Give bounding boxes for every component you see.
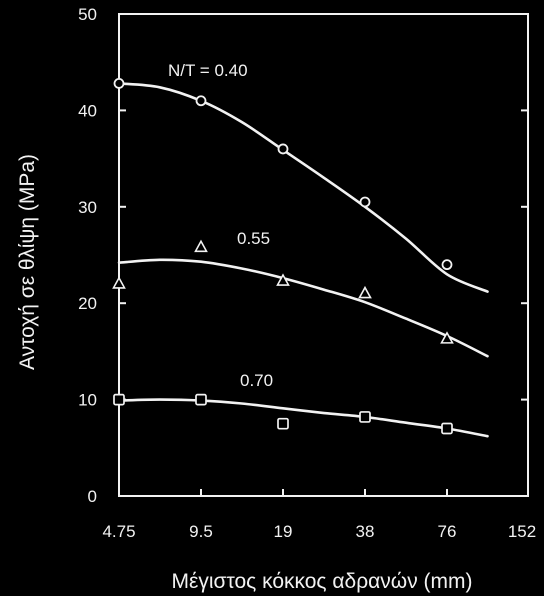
series-curve — [117, 258, 489, 358]
x-tick-label: 38 — [356, 522, 375, 541]
data-point-square — [441, 422, 453, 435]
y-axis-title: Αντοχή σε θλίψη (MPa) — [16, 154, 39, 370]
data-point-circle — [195, 95, 207, 107]
data-point-circle — [113, 78, 125, 89]
data-point-triangle — [194, 239, 208, 253]
data-point-square — [113, 393, 125, 406]
series-label: 0.70 — [240, 371, 273, 390]
data-point-square — [195, 393, 207, 406]
y-tick-label: 0 — [88, 487, 97, 506]
x-tick-label: 76 — [438, 522, 457, 541]
series-label: N/T = 0.40 — [168, 61, 248, 80]
series-label: 0.55 — [237, 229, 270, 248]
data-point-triangle — [112, 276, 126, 289]
data-point-triangle — [358, 285, 372, 299]
y-axis-ticks: 0 10 20 30 40 50 — [78, 5, 528, 506]
data-point-square — [359, 411, 371, 423]
y-tick-label: 10 — [78, 391, 97, 410]
x-tick-label: 19 — [274, 522, 293, 541]
series-curve — [117, 398, 489, 438]
data-point-circle — [277, 143, 289, 155]
x-axis-ticks: 4.75 9.5 19 38 76 152 — [102, 489, 536, 541]
plot-frame-group — [118, 13, 529, 497]
series-annotations: N/T = 0.40 0.55 0.70 — [168, 61, 273, 390]
x-tick-label: 9.5 — [189, 522, 213, 541]
x-tick-label: 152 — [508, 522, 536, 541]
data-point-triangle — [440, 331, 454, 344]
x-axis-title: Μέγιστος κόκκος αδρανών (mm) — [171, 570, 472, 593]
x-tick-label: 4.75 — [102, 522, 135, 541]
y-tick-label: 50 — [78, 5, 97, 24]
y-tick-label: 30 — [78, 198, 97, 217]
data-point-triangle — [276, 273, 290, 286]
data-point-circle — [359, 196, 371, 208]
plot-frame — [118, 13, 529, 497]
series-curves — [117, 82, 489, 438]
data-point-square — [277, 417, 289, 430]
data-point-circle — [441, 259, 453, 271]
series-curve — [117, 82, 489, 293]
y-tick-label: 20 — [78, 294, 97, 313]
series-markers — [112, 78, 454, 435]
y-tick-label: 40 — [78, 101, 97, 120]
